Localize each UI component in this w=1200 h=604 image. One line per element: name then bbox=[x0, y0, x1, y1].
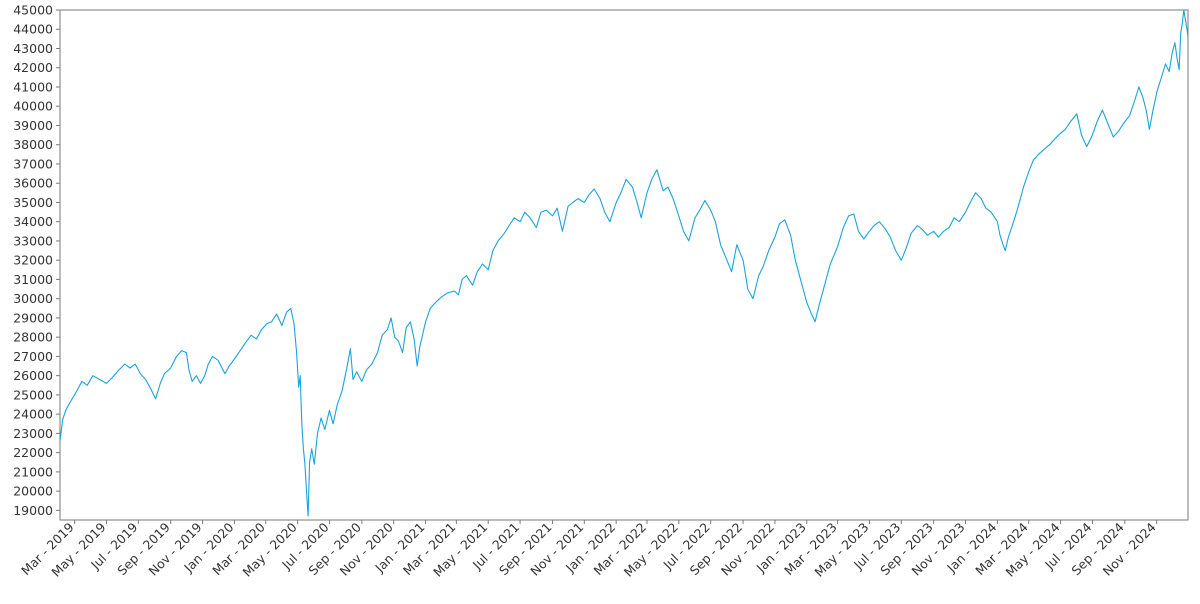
y-tick-label: 32000 bbox=[13, 253, 53, 268]
y-tick-label: 23000 bbox=[13, 426, 53, 441]
y-tick-label: 30000 bbox=[13, 291, 53, 306]
y-tick-label: 40000 bbox=[13, 99, 53, 114]
y-tick-label: 31000 bbox=[13, 272, 53, 287]
y-tick-label: 29000 bbox=[13, 310, 53, 325]
plot-frame bbox=[59, 9, 1189, 521]
y-tick-label: 24000 bbox=[13, 407, 53, 422]
y-tick-label: 33000 bbox=[13, 233, 53, 248]
y-tick-label: 28000 bbox=[13, 330, 53, 345]
y-tick-label: 45000 bbox=[13, 3, 53, 18]
y-tick-label: 39000 bbox=[13, 118, 53, 133]
y-tick-label: 26000 bbox=[13, 368, 53, 383]
y-tick-label: 21000 bbox=[13, 464, 53, 479]
y-tick-label: 44000 bbox=[13, 22, 53, 37]
y-tick-label: 27000 bbox=[13, 349, 53, 364]
series-line bbox=[59, 9, 1189, 517]
y-tick-label: 43000 bbox=[13, 41, 53, 56]
y-tick-label: 36000 bbox=[13, 176, 53, 191]
y-tick-label: 22000 bbox=[13, 445, 53, 460]
y-tick-label: 20000 bbox=[13, 484, 53, 499]
y-axis: 19000 20000 21000 22000 23000 24000 25000 26000… bbox=[13, 3, 60, 518]
y-tick-label: 19000 bbox=[13, 503, 53, 518]
y-tick-label: 34000 bbox=[13, 214, 53, 229]
y-tick-label: 41000 bbox=[13, 79, 53, 94]
y-tick-label: 42000 bbox=[13, 60, 53, 75]
y-tick-label: 37000 bbox=[13, 156, 53, 171]
y-tick-label: 25000 bbox=[13, 387, 53, 402]
y-tick-label: 35000 bbox=[13, 195, 53, 210]
y-tick-label: 38000 bbox=[13, 137, 53, 152]
series-layer bbox=[59, 9, 1189, 517]
